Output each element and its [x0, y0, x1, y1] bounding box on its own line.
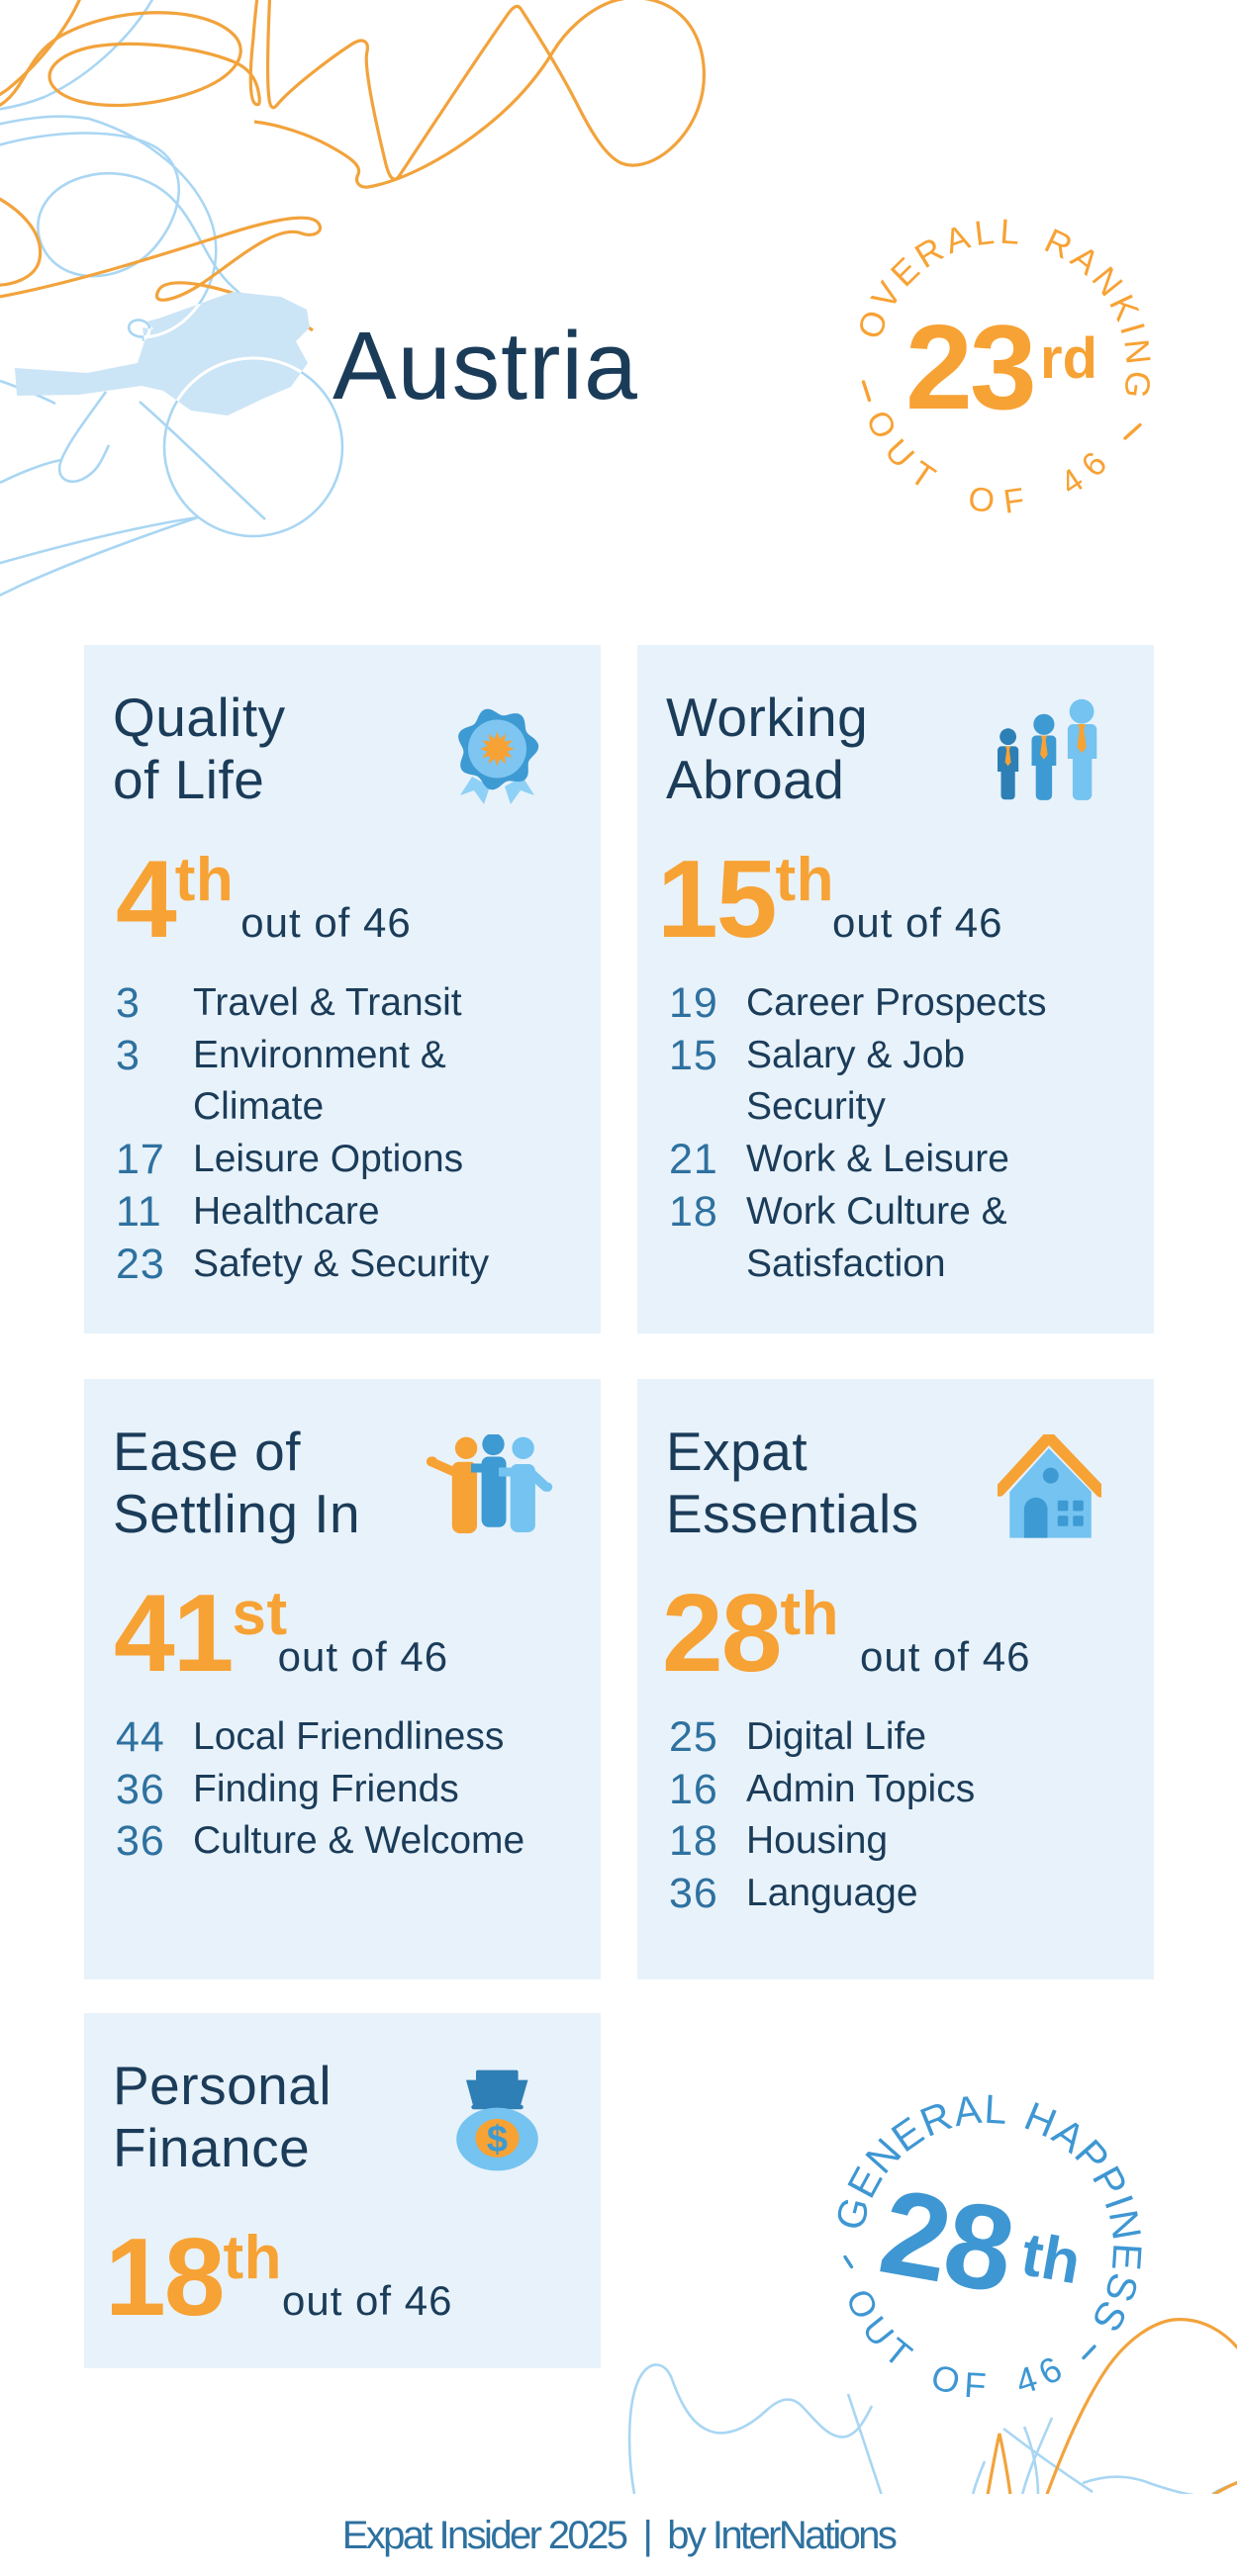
svg-text:th: th — [1016, 2220, 1086, 2297]
svg-text:28: 28 — [872, 2163, 1021, 2318]
svg-text:23: 23 — [905, 300, 1034, 434]
svg-text:$: $ — [487, 2119, 508, 2161]
svg-text:rd: rd — [1040, 326, 1097, 391]
